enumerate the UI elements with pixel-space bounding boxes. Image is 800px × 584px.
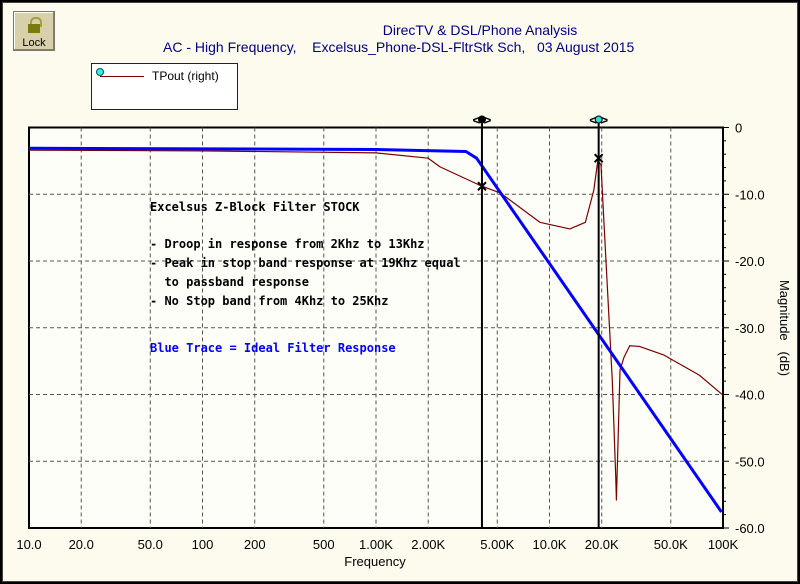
annotation-line: - Peak in stop band response at 19Khz eq… <box>150 256 461 270</box>
cursor-marker-icon <box>593 153 604 163</box>
series-line-ideal <box>28 146 723 513</box>
x-tick-label: 20.0 <box>69 537 94 552</box>
annotation-line: to passband response <box>150 275 309 289</box>
y-tick-label: -50.0 <box>735 454 765 469</box>
cursor-handle-dot-icon <box>477 115 486 124</box>
x-tick-label: 100 <box>192 537 214 552</box>
y-axis-label: Magnitude (dB) <box>777 280 792 376</box>
y-tick-label: -60.0 <box>735 521 765 536</box>
x-tick-label: 10.0K <box>533 537 567 552</box>
y-tick-label: -30.0 <box>735 321 765 336</box>
y-tick-label: -10.0 <box>735 187 765 202</box>
x-tick-label: 2.00K <box>411 537 445 552</box>
lock-label: Lock <box>22 37 46 49</box>
x-tick-label: 50.0 <box>138 537 163 552</box>
legend-swatch <box>100 76 144 77</box>
x-tick-label: 20.0K <box>585 537 619 552</box>
y-tick-label: -20.0 <box>735 254 765 269</box>
cursor-dot-icon <box>96 68 104 76</box>
x-tick-label: 200 <box>244 537 266 552</box>
padlock-body-icon <box>28 24 40 33</box>
legend-label: TPout (right) <box>152 69 219 83</box>
x-tick-label: 50.0K <box>654 537 688 552</box>
annotation-line: - Droop in response from 2Khz to 13Khz <box>150 237 425 251</box>
x-tick-label: 1.00K <box>359 537 393 552</box>
lock-button[interactable]: Lock <box>13 11 55 51</box>
y-tick-label: -40.0 <box>735 388 765 403</box>
x-tick-label: 10.0 <box>16 537 41 552</box>
annotation-heading: Excelsus Z-Block Filter STOCK <box>150 200 360 214</box>
x-axis-label: Frequency <box>344 554 406 569</box>
annotation-blue-note: Blue Trace = Ideal Filter Response <box>150 341 396 355</box>
chart-title: DirecTV & DSL/Phone Analysis <box>382 22 578 38</box>
y-tick-label: 0 <box>735 121 742 136</box>
x-tick-label: 500 <box>313 537 335 552</box>
x-tick-label: 5.00K <box>480 537 514 552</box>
x-tick-label: 100K <box>708 537 739 552</box>
cursor-handle-dot-icon <box>594 115 603 124</box>
padlock-icon <box>30 17 42 27</box>
chart-subtitle: AC - High Frequency, Excelsus_Phone-DSL-… <box>163 39 635 55</box>
legend[interactable]: TPout (right) <box>91 63 238 110</box>
cursor-marker-icon <box>477 181 487 191</box>
annotation-line: - No Stop band from 4Khz to 25Khz <box>150 294 388 308</box>
